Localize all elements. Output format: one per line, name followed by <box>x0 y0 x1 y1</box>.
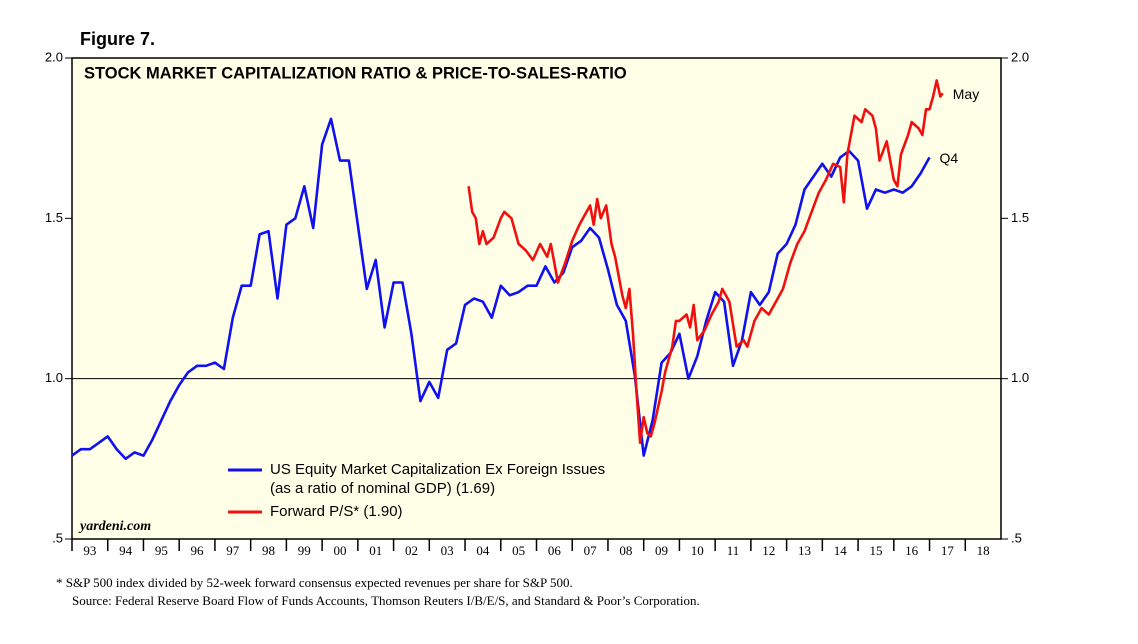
x-tick-label: 93 <box>83 543 96 558</box>
x-tick-label: 01 <box>369 543 382 558</box>
x-tick-label: 18 <box>977 543 990 558</box>
x-tick-label: 00 <box>333 543 346 558</box>
x-tick-label: 10 <box>691 543 704 558</box>
x-tick-label: 94 <box>119 543 133 558</box>
chart-title: STOCK MARKET CAPITALIZATION RATIO & PRIC… <box>84 64 627 82</box>
x-tick-label: 96 <box>191 543 205 558</box>
x-tick-label: 05 <box>512 543 525 558</box>
x-tick-label: 03 <box>441 543 454 558</box>
legend-label: Forward P/S* (1.90) <box>270 503 403 520</box>
legend-note: (as a ratio of nominal GDP) (1.69) <box>270 480 495 497</box>
x-tick-label: 07 <box>584 543 598 558</box>
figure-label: Figure 7. <box>80 29 155 49</box>
x-tick-label: 97 <box>226 543 240 558</box>
series-line <box>467 79 944 445</box>
y-tick-label: 1.0 <box>1011 370 1029 385</box>
x-tick-label: 08 <box>619 543 632 558</box>
x-tick-label: 15 <box>869 543 882 558</box>
y-tick-label: 1.0 <box>45 370 63 385</box>
y-tick-label: 2.0 <box>45 49 63 64</box>
y-tick-label: .5 <box>52 530 63 545</box>
legend: US Equity Market Capitalization Ex Forei… <box>228 461 605 520</box>
footnote: * S&P 500 index divided by 52-week forwa… <box>56 575 573 590</box>
x-tick-label: 13 <box>798 543 811 558</box>
x-tick-label: 02 <box>405 543 418 558</box>
legend-label: US Equity Market Capitalization Ex Forei… <box>270 461 605 478</box>
plot-area <box>71 57 1002 540</box>
watermark: yardeni.com <box>78 519 151 534</box>
y-tick-label: 1.5 <box>45 210 63 225</box>
x-tick-label: 06 <box>548 543 562 558</box>
x-tick-label: 98 <box>262 543 275 558</box>
source-note: Source: Federal Reserve Board Flow of Fu… <box>72 593 700 608</box>
series-line <box>71 117 931 461</box>
x-tick-label: 95 <box>155 543 168 558</box>
x-tick-label: 17 <box>941 543 955 558</box>
x-tick-label: 04 <box>476 543 490 558</box>
x-tick-label: 99 <box>298 543 311 558</box>
y-tick-label: 1.5 <box>1011 210 1029 225</box>
x-tick-label: 14 <box>834 543 848 558</box>
x-tick-label: 11 <box>727 543 740 558</box>
x-tick-label: 09 <box>655 543 668 558</box>
y-tick-label: .5 <box>1011 530 1022 545</box>
end-label: Q4 <box>940 150 959 166</box>
x-tick-label: 16 <box>905 543 919 558</box>
end-label: May <box>953 86 979 102</box>
x-tick-label: 12 <box>762 543 775 558</box>
y-tick-label: 2.0 <box>1011 49 1029 64</box>
